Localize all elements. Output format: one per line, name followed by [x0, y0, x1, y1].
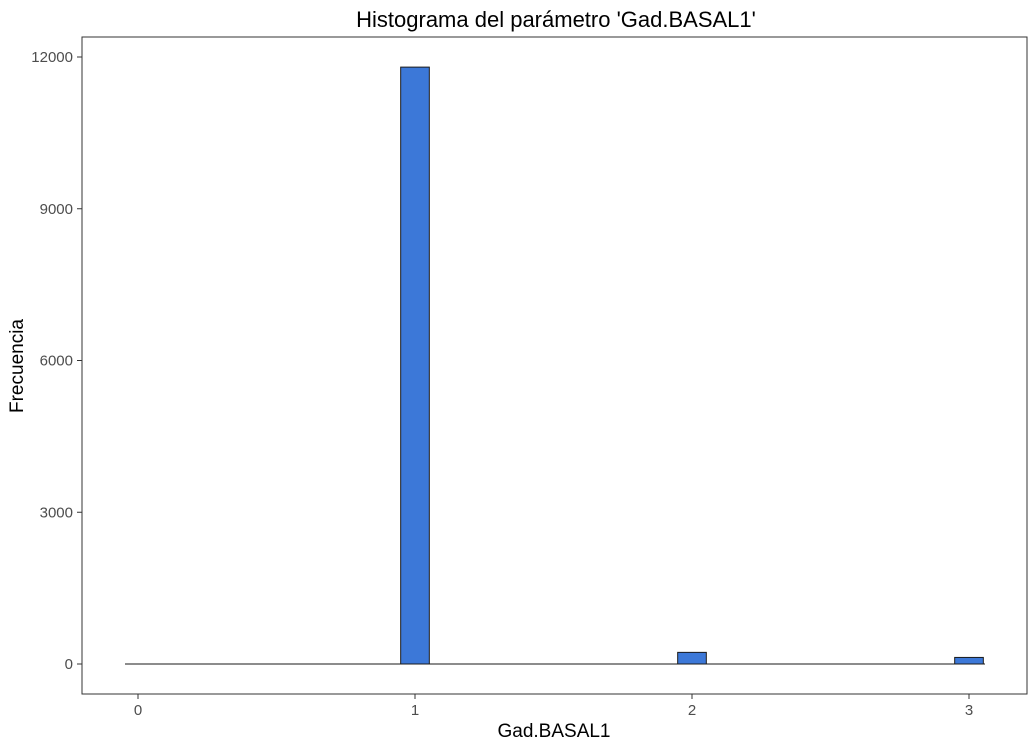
chart-title: Histograma del parámetro 'Gad.BASAL1' — [356, 7, 756, 32]
histogram-bar — [677, 651, 707, 665]
x-axis-ticks: 0 1 2 3 — [134, 694, 973, 719]
y-tick-label: 6000 — [40, 353, 73, 370]
histogram-bar — [400, 66, 430, 665]
histogram-bars — [125, 66, 985, 665]
plot-panel-border — [81, 36, 1028, 695]
y-tick-label: 3000 — [40, 504, 73, 521]
x-axis-title: Gad.BASAL1 — [497, 721, 610, 742]
y-tick-label: 9000 — [40, 201, 73, 218]
x-tick-label: 2 — [688, 702, 696, 719]
histogram-bar — [954, 656, 984, 665]
x-tick-label: 3 — [965, 702, 973, 719]
y-tick-label: 12000 — [31, 49, 73, 66]
x-tick-label: 1 — [411, 702, 419, 719]
y-tick-label: 0 — [65, 656, 73, 673]
x-tick-label: 0 — [134, 702, 142, 719]
y-axis-ticks: 0 3000 6000 9000 12000 — [31, 49, 82, 673]
y-axis-title: Frecuencia — [7, 319, 28, 413]
